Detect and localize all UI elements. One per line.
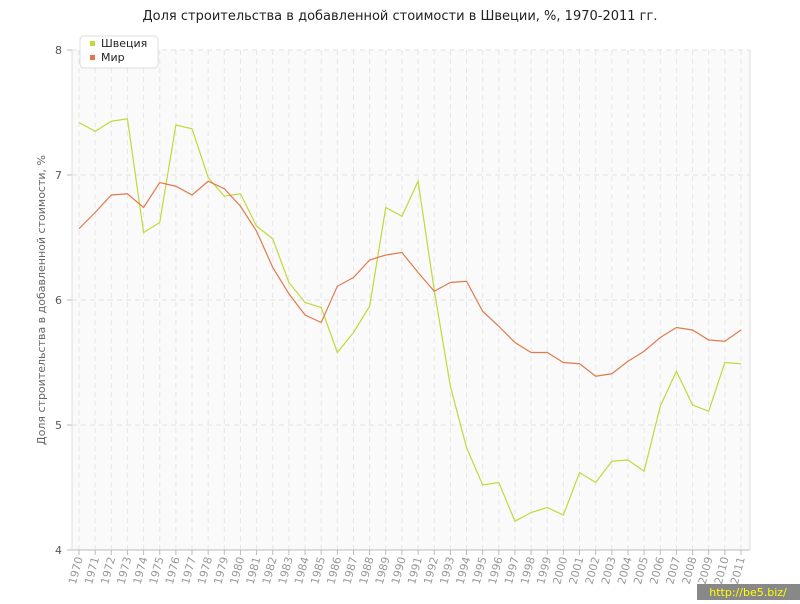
legend-box [79, 35, 159, 69]
series-line [78, 118, 742, 523]
y-tick-label: 7 [55, 169, 62, 182]
series-line [78, 180, 742, 377]
legend-label: Швеция [101, 37, 147, 50]
y-axis-label: Доля строительства в добавленной стоимос… [35, 155, 48, 445]
legend-marker [90, 41, 95, 46]
y-tick-label: 8 [55, 44, 62, 57]
legend-marker [90, 55, 95, 60]
y-tick-label: 4 [55, 544, 62, 557]
watermark: http://be5.biz/ [709, 586, 787, 599]
chart-title: Доля строительства в добавленной стоимос… [143, 9, 658, 24]
y-tick-label: 6 [55, 294, 62, 307]
watermark-bg [697, 584, 800, 600]
legend-label: Мир [101, 51, 125, 64]
y-tick-label: 5 [55, 419, 62, 432]
